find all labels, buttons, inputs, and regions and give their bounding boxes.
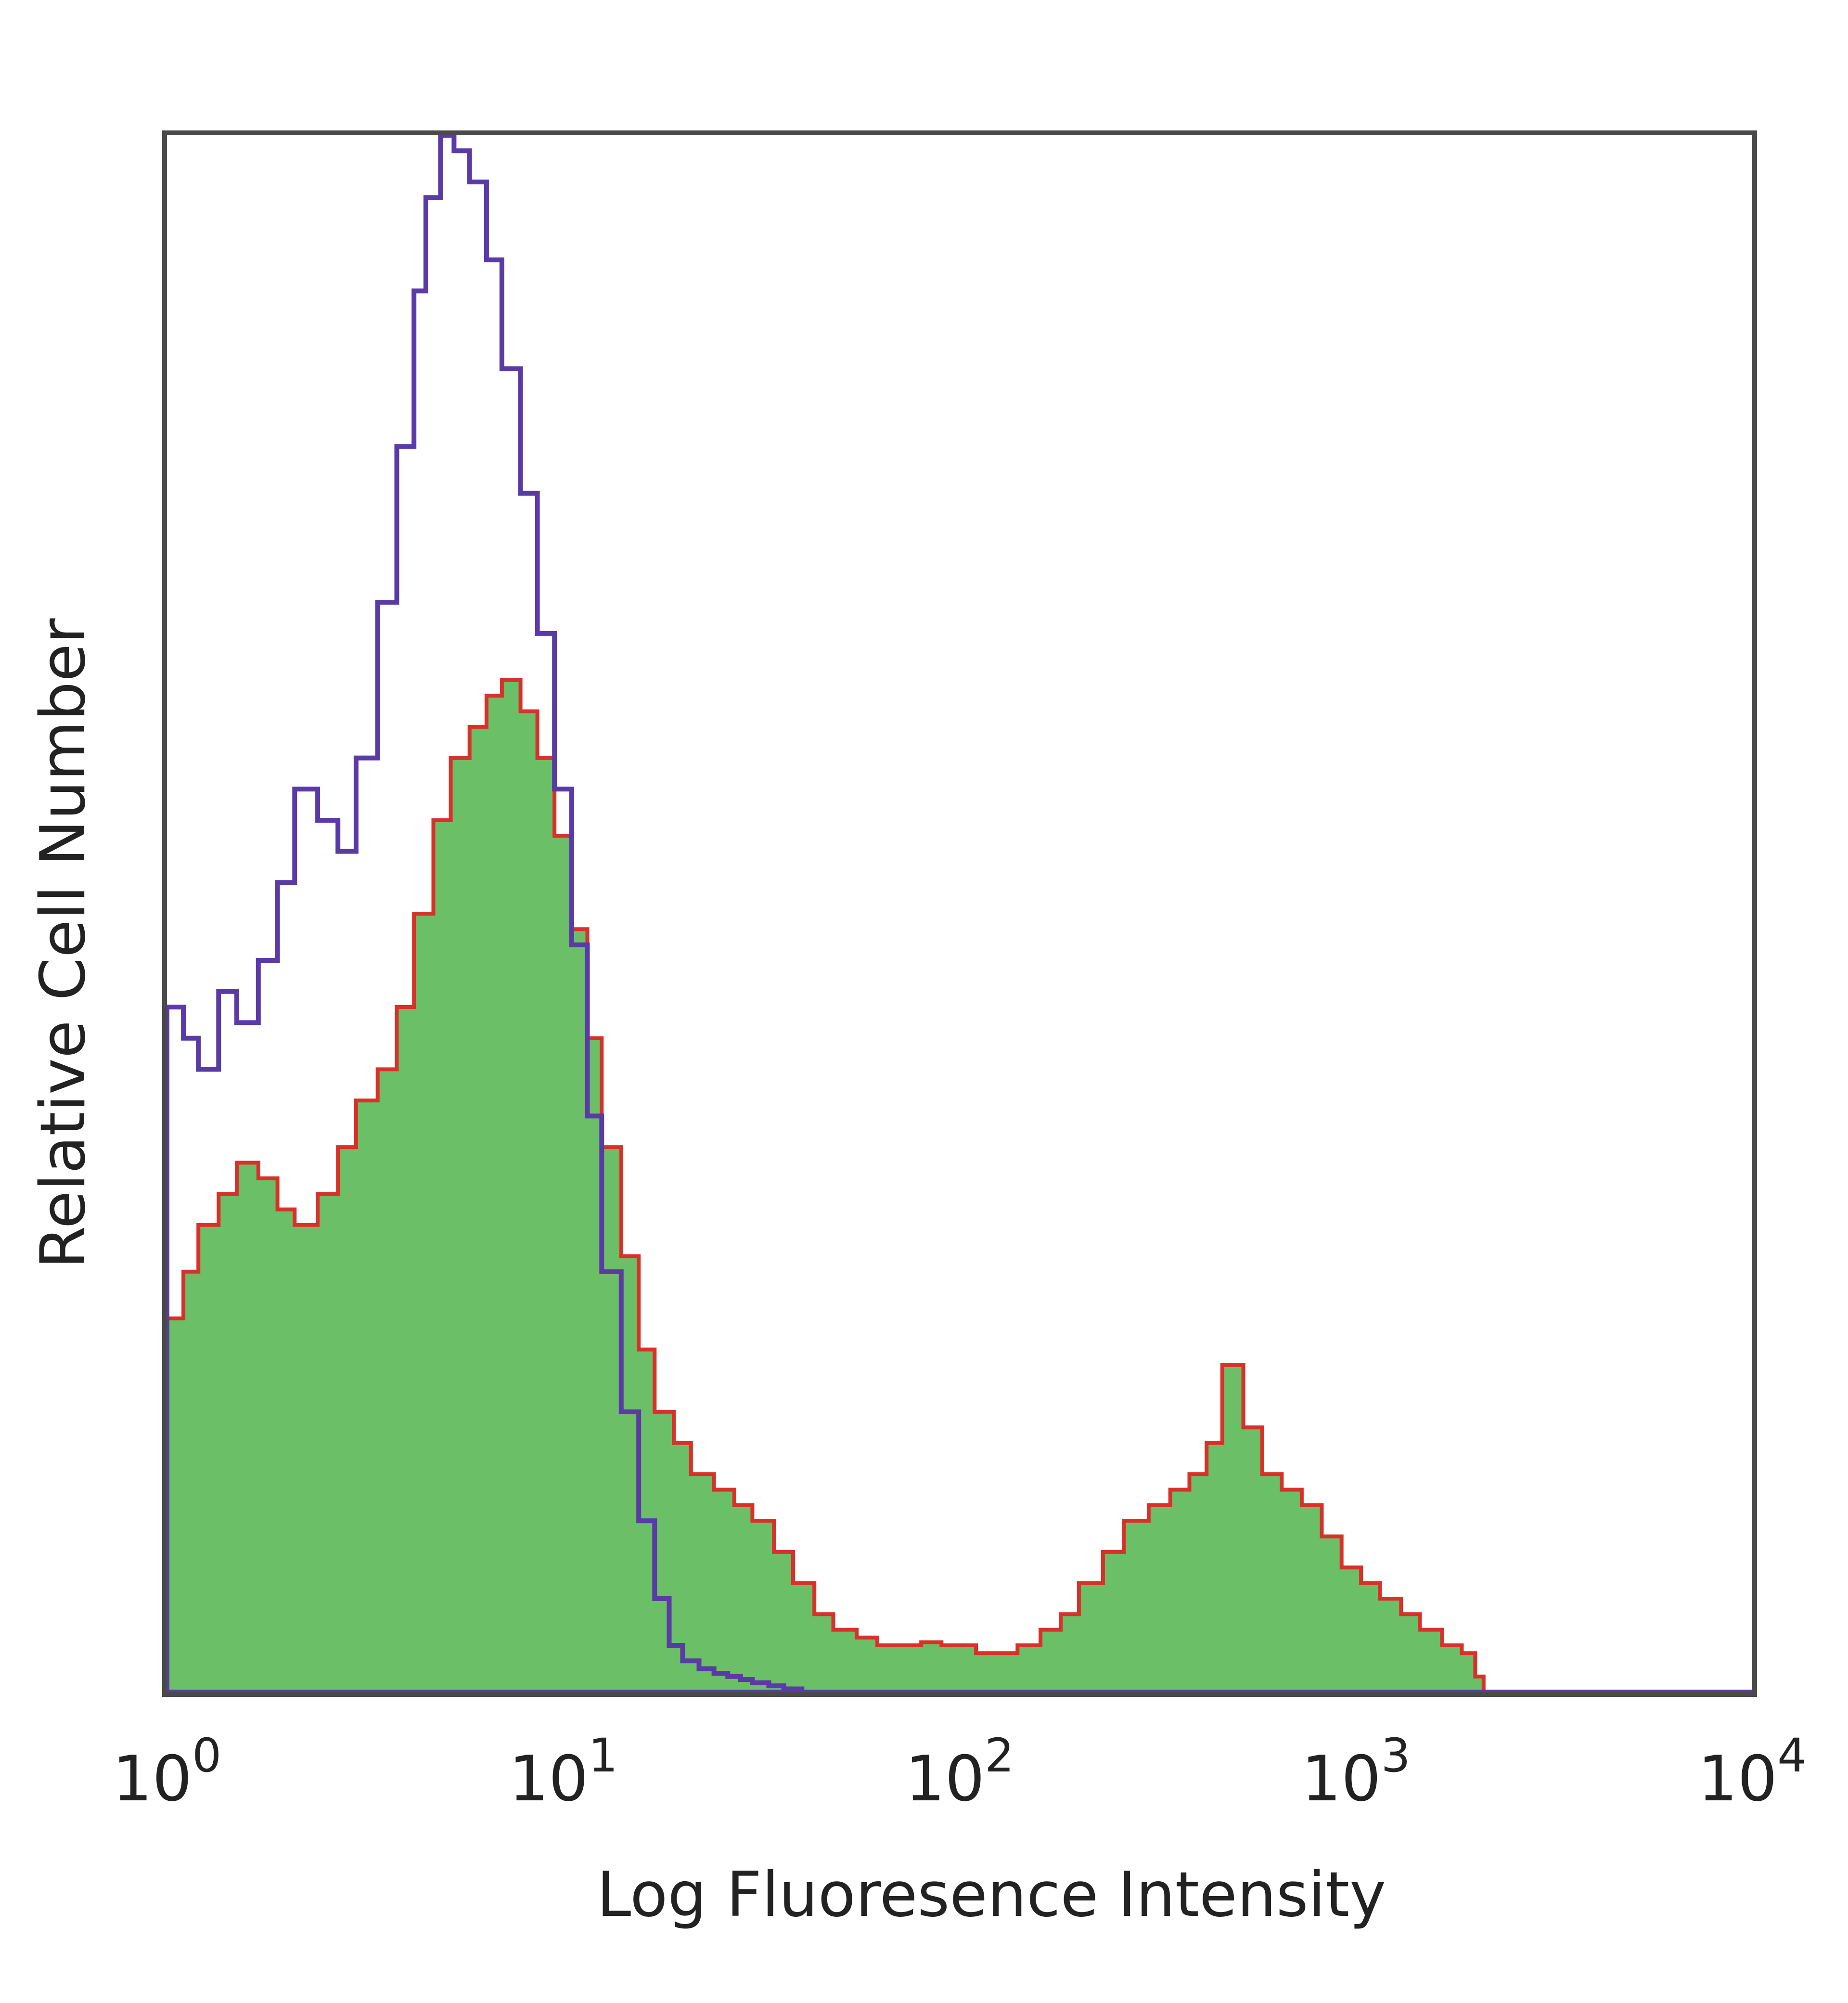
x-tick-exponent: 3 [1381,1729,1411,1783]
x-tick-label: 103 [1301,1729,1411,1815]
x-tick-base: 10 [905,1742,985,1815]
series-0-line [165,678,1486,1692]
x-tick-exponent: 4 [1777,1729,1807,1783]
x-tick-labels: 100 101 102 103 104 [113,1729,1807,1815]
x-tick-base: 10 [509,1742,588,1815]
x-tick-label: 102 [905,1729,1014,1815]
x-tick-exponent: 1 [589,1729,618,1783]
series-0-fill [167,680,1484,1693]
x-tick-base: 10 [1698,1742,1777,1815]
x-tick-label: 104 [1698,1729,1807,1815]
x-tick-base: 10 [113,1742,192,1815]
x-tick-label: 101 [509,1729,618,1815]
y-axis-title: Relative Cell Number [27,618,99,1268]
x-tick-exponent: 2 [985,1729,1014,1783]
x-tick-exponent: 0 [192,1729,221,1783]
x-tick-label: 100 [113,1729,222,1815]
x-tick-base: 10 [1301,1742,1381,1815]
series-1-line [165,133,805,1692]
x-axis-title: Log Fluoresence Intensity [597,1859,1386,1931]
plot-frame [162,130,1757,1697]
